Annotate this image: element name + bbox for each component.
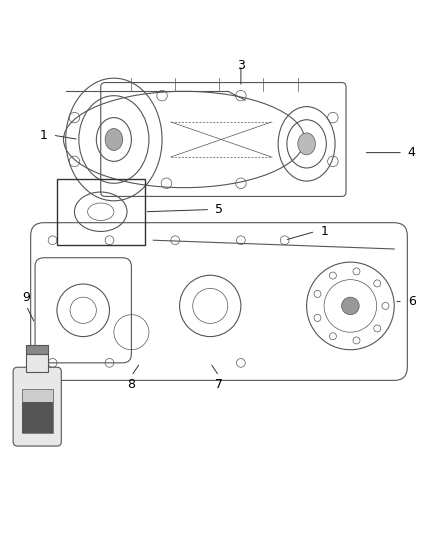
Bar xyxy=(22,389,53,433)
Text: 1: 1 xyxy=(320,225,328,238)
Text: 1: 1 xyxy=(40,128,48,142)
Text: 9: 9 xyxy=(22,290,30,304)
Text: 6: 6 xyxy=(408,295,416,308)
Bar xyxy=(26,345,48,354)
Text: 5: 5 xyxy=(215,203,223,216)
FancyBboxPatch shape xyxy=(13,367,61,446)
Text: 3: 3 xyxy=(237,59,245,71)
Text: 8: 8 xyxy=(127,378,135,391)
Bar xyxy=(22,402,53,433)
Ellipse shape xyxy=(298,133,315,155)
Ellipse shape xyxy=(105,128,123,150)
Bar xyxy=(26,354,48,372)
Bar xyxy=(57,179,145,245)
Circle shape xyxy=(342,297,359,314)
Text: 7: 7 xyxy=(215,378,223,391)
Text: 4: 4 xyxy=(408,146,416,159)
